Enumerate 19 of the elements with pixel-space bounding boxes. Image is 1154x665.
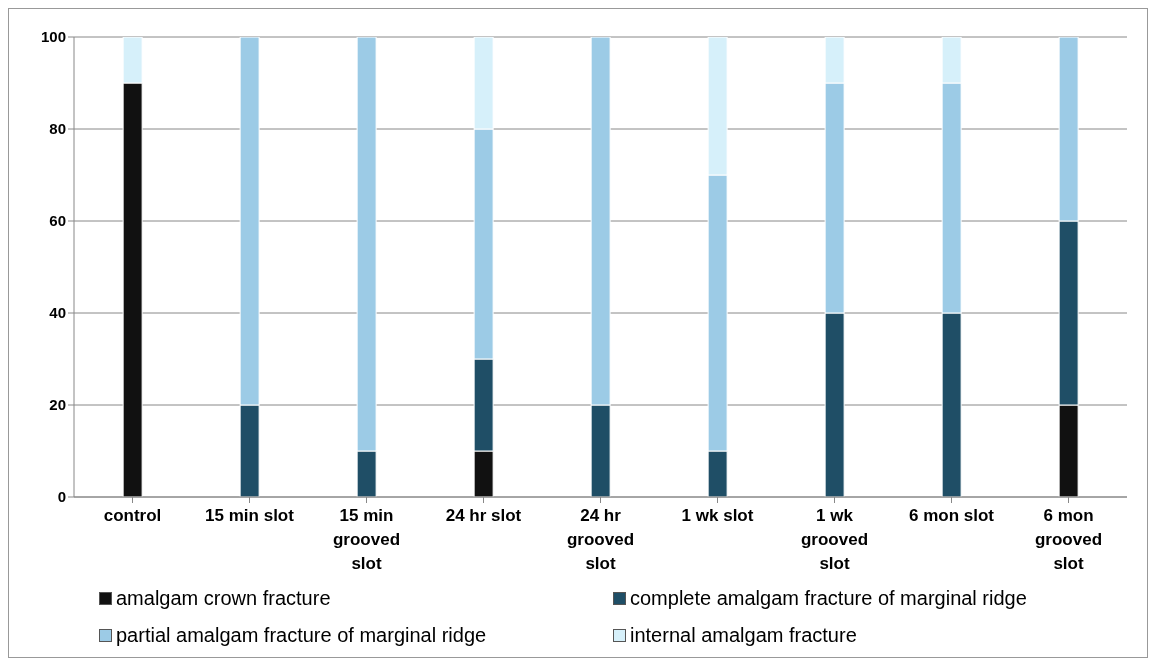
y-tick-label: 0 (57, 488, 66, 506)
y-tick-label: 40 (49, 304, 66, 322)
x-tick-label: 6 mon slot (908, 506, 995, 525)
x-tick-label: 24 hr grooved slot (566, 506, 635, 573)
x-tick-label: control (103, 506, 162, 525)
y-tick-label: 80 (49, 120, 66, 138)
x-tick-label: 1 wk slot (681, 506, 754, 525)
legend-label: internal amalgam fracture (630, 624, 857, 647)
x-tick-label: 1 wk grooved slot (800, 506, 869, 573)
y-tick-label: 20 (49, 396, 66, 414)
legend-label: amalgam crown fracture (116, 587, 331, 610)
y-tick-label: 100 (40, 28, 66, 46)
x-tick-label: 6 mon grooved slot (1034, 506, 1103, 573)
x-tick-label: 15 min slot (205, 506, 295, 525)
legend-label: complete amalgam fracture of marginal ridge (630, 587, 1027, 610)
x-tick-label: 15 min grooved slot (332, 506, 401, 573)
y-tick-label: 60 (49, 212, 66, 230)
x-tick-label: 24 hr slot (445, 506, 522, 525)
legend-label: partial amalgam fracture of marginal ridge (116, 624, 487, 647)
